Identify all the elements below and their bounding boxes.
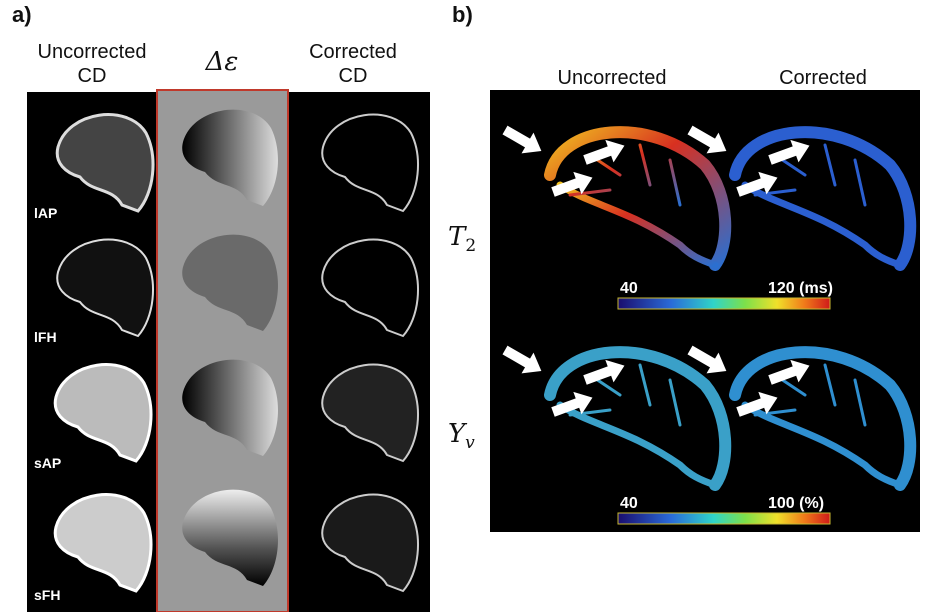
colorbar-max: 120 (ms) <box>768 280 833 297</box>
column-header: Uncorrected <box>38 41 147 63</box>
row-label: sAP <box>34 455 61 471</box>
colorbar-min: 40 <box>620 280 638 297</box>
column-header: CD <box>339 65 368 87</box>
colorbar <box>618 513 830 524</box>
row-label: lAP <box>34 205 57 221</box>
figure: a) Uncorrected CD Δε Corrected CD lAP lF… <box>0 0 931 612</box>
row-label: sFH <box>34 587 60 603</box>
panel-label: a) <box>12 2 32 27</box>
column-header: Corrected <box>309 41 397 63</box>
row-label: lFH <box>34 329 57 345</box>
row-symbol: Yv <box>448 419 475 453</box>
column-header: CD <box>78 65 107 87</box>
colorbar-max: 100 (%) <box>768 495 824 512</box>
panel-label: b) <box>452 2 473 27</box>
row-symbol: T2 <box>448 222 476 256</box>
colorbar-min: 40 <box>620 495 638 512</box>
colorbar <box>618 298 830 309</box>
column-header: Δε <box>205 47 239 77</box>
column-header: Uncorrected <box>558 67 667 89</box>
column-header: Corrected <box>779 67 867 89</box>
